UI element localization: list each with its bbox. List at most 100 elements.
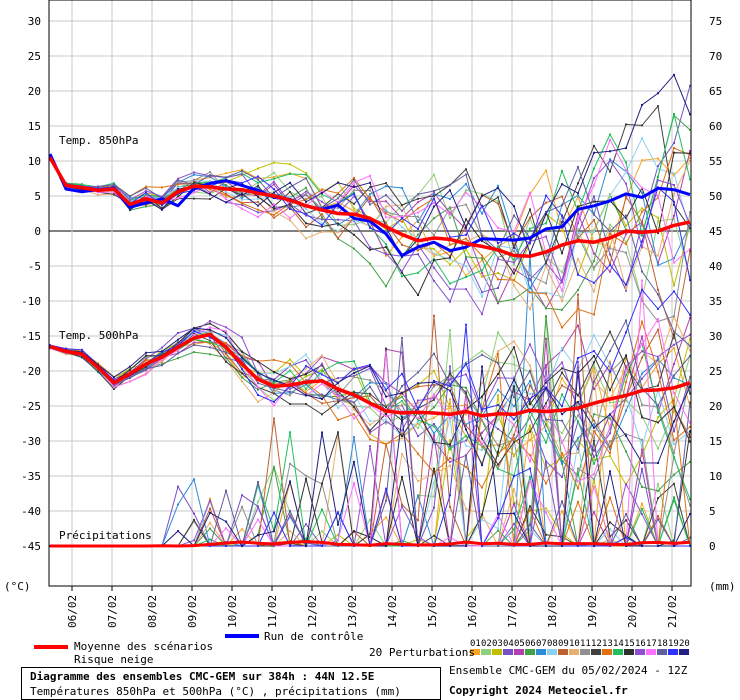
perturbation-point — [641, 445, 643, 448]
perturbation-point — [433, 473, 435, 476]
left-tick-label: 30 — [28, 15, 41, 28]
perturbation-point — [577, 448, 579, 451]
perturbation-point — [305, 545, 307, 547]
perturbation-point — [625, 409, 627, 412]
perturbation-point — [289, 203, 291, 206]
perturbation-point — [417, 221, 419, 223]
perturbation-point — [385, 205, 387, 208]
perturbation-point — [641, 454, 643, 457]
perturbation-number: 12 — [591, 639, 602, 649]
perturbation-swatch — [569, 649, 579, 655]
perturbation-point — [545, 254, 547, 257]
perturbation-point — [673, 392, 675, 395]
perturbation-point — [433, 495, 435, 498]
section-label-850: Temp. 850hPa — [59, 134, 138, 147]
perturbation-point — [497, 453, 499, 455]
perturbation-point — [465, 240, 467, 243]
perturbation-point — [625, 283, 627, 286]
perturbation-point — [385, 415, 387, 418]
perturbation-point — [385, 347, 387, 350]
perturbation-point — [113, 185, 115, 188]
perturbation-point — [545, 222, 547, 225]
perturbation-point — [577, 403, 579, 406]
perturbation-point — [449, 372, 451, 375]
x-tick-label: 09/02 — [186, 595, 199, 628]
perturbation-point — [417, 219, 419, 222]
perturbation-point — [145, 187, 147, 190]
perturbation-point — [513, 378, 515, 381]
perturbation-point — [481, 313, 483, 316]
perturbation-point — [273, 381, 275, 384]
perturbation-point — [577, 273, 579, 276]
perturbation-point — [321, 218, 323, 221]
perturbation-point — [225, 192, 227, 195]
perturbation-point — [497, 350, 499, 353]
perturbation-point — [465, 362, 467, 365]
perturbation-point — [513, 258, 515, 261]
perturbation-point — [401, 243, 403, 246]
perturbation-point — [433, 266, 435, 269]
perturbation-point — [209, 353, 211, 356]
perturbation-point — [289, 431, 291, 434]
perturbation-point — [225, 489, 227, 492]
perturbation-point — [561, 349, 563, 352]
perturbation-point — [273, 383, 275, 386]
perturbation-point — [433, 416, 435, 419]
perturbation-point — [609, 364, 611, 367]
perturbation-point — [689, 392, 691, 395]
perturbation-point — [481, 269, 483, 272]
perturbation-point — [561, 300, 563, 303]
perturbation-point — [465, 168, 467, 171]
perturbation-point — [625, 182, 627, 185]
perturbation-point — [177, 177, 179, 180]
perturbation-point — [593, 184, 595, 187]
perturbation-point — [497, 467, 499, 470]
perturbation-point — [593, 430, 595, 433]
perturbation-point — [529, 217, 531, 220]
perturbation-point — [225, 172, 227, 175]
perturbation-point — [657, 216, 659, 219]
perturbation-point — [369, 196, 371, 199]
perturbation-point — [609, 150, 611, 153]
perturbation-point — [449, 443, 451, 446]
perturbation-point — [273, 399, 275, 402]
perturbation-point — [337, 523, 339, 526]
perturbation-point — [145, 203, 147, 206]
perturbation-point — [609, 247, 611, 250]
perturbation-point — [177, 179, 179, 182]
perturbation-point — [177, 338, 179, 341]
perturbation-point — [401, 403, 403, 406]
perturbation-point — [497, 527, 499, 530]
perturbation-point — [609, 425, 611, 428]
perturbation-point — [401, 392, 403, 394]
perturbation-point — [641, 508, 643, 510]
perturbation-point — [561, 532, 563, 535]
perturbation-point — [625, 513, 627, 516]
perturbation-point — [257, 181, 259, 184]
perturbation-point — [113, 376, 115, 379]
right-tick-label: 40 — [709, 260, 722, 273]
perturbation-point — [257, 175, 259, 178]
perturbation-point — [673, 539, 675, 542]
perturbation-point — [673, 261, 675, 264]
perturbation-point — [657, 497, 659, 500]
perturbation-point — [577, 194, 579, 197]
perturbation-point — [225, 359, 227, 362]
perturbation-point — [561, 326, 563, 329]
perturbation-point — [225, 520, 227, 523]
perturbation-number: 04 — [503, 639, 514, 649]
perturbation-point — [593, 355, 595, 357]
perturbation-point — [529, 380, 531, 383]
perturbation-point — [689, 313, 691, 316]
perturbation-point — [593, 426, 595, 429]
perturbation-point — [193, 327, 195, 330]
perturbation-point — [641, 299, 643, 302]
perturbation-point — [561, 462, 563, 465]
perturbation-point — [577, 401, 579, 403]
perturbation-11-850 — [49, 156, 691, 323]
perturbation-point — [657, 404, 659, 407]
perturbation-point — [529, 400, 531, 403]
perturbation-point — [689, 536, 691, 539]
perturbation-point — [625, 195, 627, 198]
perturbation-point — [641, 461, 643, 464]
